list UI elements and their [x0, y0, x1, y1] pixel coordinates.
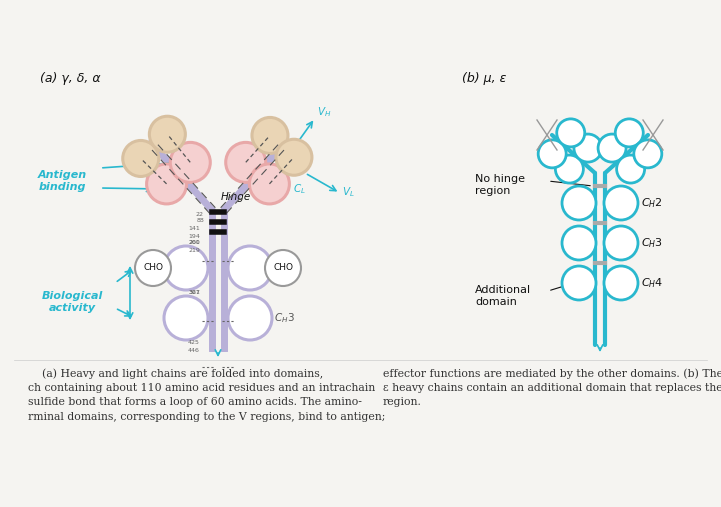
Circle shape — [555, 155, 583, 183]
Circle shape — [146, 164, 187, 204]
Text: 141: 141 — [188, 226, 200, 231]
Text: (a) Heavy and light chains are folded into domains,
ch containing about 110 amin: (a) Heavy and light chains are folded in… — [28, 368, 386, 422]
Text: 22: 22 — [196, 211, 204, 216]
Text: $C_L$: $C_L$ — [293, 182, 306, 196]
Text: Additional
domain: Additional domain — [475, 285, 531, 307]
Circle shape — [149, 116, 185, 152]
Circle shape — [170, 142, 211, 183]
Text: 446: 446 — [188, 347, 200, 352]
Text: CHO: CHO — [143, 264, 163, 272]
Text: $C_H$4: $C_H$4 — [641, 276, 663, 290]
Circle shape — [598, 134, 626, 162]
Text: $C_H$2: $C_H$2 — [641, 196, 663, 210]
Circle shape — [538, 140, 566, 168]
Text: 200: 200 — [188, 239, 200, 244]
Circle shape — [616, 155, 645, 183]
Circle shape — [276, 139, 312, 175]
Circle shape — [135, 250, 171, 286]
Circle shape — [164, 246, 208, 290]
Text: $C_H$3: $C_H$3 — [641, 236, 663, 250]
Text: 425: 425 — [188, 341, 200, 345]
Text: 88: 88 — [196, 219, 204, 224]
Text: 219: 219 — [188, 247, 200, 252]
Text: Antigen
binding: Antigen binding — [37, 170, 87, 192]
Circle shape — [562, 186, 596, 220]
Text: $V_H$: $V_H$ — [317, 105, 332, 119]
Circle shape — [123, 140, 159, 176]
Circle shape — [574, 134, 602, 162]
Circle shape — [265, 250, 301, 286]
Text: No hinge
region: No hinge region — [475, 174, 525, 196]
Text: Hinge: Hinge — [221, 192, 251, 202]
Circle shape — [562, 266, 596, 300]
Text: $C_H$1: $C_H$1 — [161, 135, 180, 149]
Text: $C_H2$: $C_H2$ — [274, 261, 295, 275]
Text: CHO: CHO — [273, 264, 293, 272]
Circle shape — [252, 118, 288, 154]
Circle shape — [557, 119, 585, 147]
Circle shape — [634, 140, 662, 168]
Text: 367: 367 — [188, 291, 200, 296]
Circle shape — [604, 266, 638, 300]
Circle shape — [562, 226, 596, 260]
Text: $C_H3$: $C_H3$ — [274, 311, 295, 325]
Circle shape — [604, 186, 638, 220]
Text: Biological
activity: Biological activity — [41, 291, 102, 313]
Circle shape — [604, 226, 638, 260]
Circle shape — [226, 142, 266, 183]
Circle shape — [228, 296, 272, 340]
Text: (a) γ, δ, α: (a) γ, δ, α — [40, 72, 101, 85]
Text: $V_L$: $V_L$ — [342, 185, 355, 199]
Text: 321: 321 — [188, 291, 200, 296]
Circle shape — [249, 164, 289, 204]
Text: 194: 194 — [188, 234, 200, 238]
Text: effector functions are mediated by the other domains. (b) The μ
ε heavy chains c: effector functions are mediated by the o… — [383, 368, 721, 407]
Circle shape — [615, 119, 643, 147]
Text: 261: 261 — [188, 240, 200, 245]
Circle shape — [164, 296, 208, 340]
Circle shape — [228, 246, 272, 290]
Text: (b) μ, ε: (b) μ, ε — [462, 72, 506, 85]
